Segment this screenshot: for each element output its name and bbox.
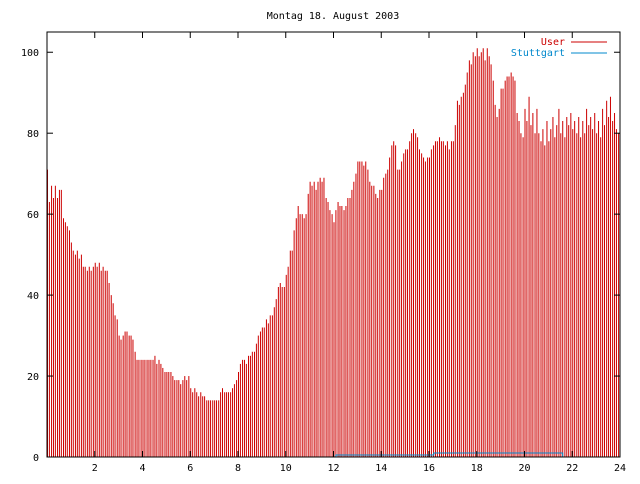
legend-label: User: [541, 37, 565, 48]
x-tick-label: 18: [471, 463, 483, 474]
x-tick-label: 10: [280, 463, 292, 474]
x-tick-label: 12: [327, 463, 339, 474]
x-tick-label: 24: [614, 463, 626, 474]
chart-title: Montag 18. August 2003: [267, 11, 399, 22]
y-tick-label: 80: [27, 129, 39, 140]
x-tick-label: 16: [423, 463, 435, 474]
x-tick-label: 6: [187, 463, 193, 474]
legend-label: Stuttgart: [511, 48, 565, 59]
y-tick-label: 20: [27, 372, 39, 383]
x-tick-label: 4: [139, 463, 145, 474]
x-tick-label: 14: [375, 463, 387, 474]
bars-layer: [47, 48, 620, 457]
x-tick-label: 22: [566, 463, 578, 474]
x-tick-label: 2: [92, 463, 98, 474]
x-tick-label: 20: [518, 463, 530, 474]
y-tick-label: 40: [27, 291, 39, 302]
y-tick-label: 100: [21, 48, 39, 59]
x-tick-label: 8: [235, 463, 241, 474]
y-tick-label: 0: [33, 453, 39, 464]
y-tick-label: 60: [27, 210, 39, 221]
